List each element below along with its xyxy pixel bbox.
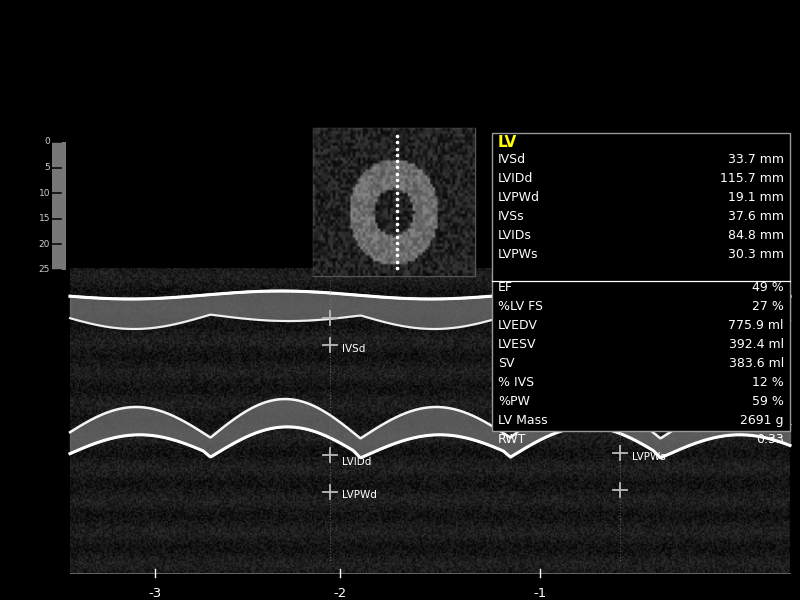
Text: LVIDd: LVIDd [342, 457, 371, 467]
Text: %LV FS: %LV FS [498, 300, 543, 313]
Point [391, 131, 404, 141]
Text: 33.7 mm: 33.7 mm [728, 153, 784, 166]
Text: LVPWs: LVPWs [498, 248, 538, 261]
Point [391, 238, 404, 248]
Text: RWT: RWT [498, 433, 526, 446]
Text: LV: LV [498, 135, 518, 150]
Text: IVSd: IVSd [498, 153, 526, 166]
Text: 15: 15 [38, 214, 50, 223]
Text: IVSd: IVSd [342, 344, 366, 354]
Point [391, 219, 404, 229]
Text: 10: 10 [38, 188, 50, 197]
Text: 5: 5 [44, 163, 50, 172]
Point [391, 194, 404, 203]
Text: 2691 g: 2691 g [741, 414, 784, 427]
Point [391, 175, 404, 185]
Point [391, 263, 404, 273]
Text: LVEDV: LVEDV [498, 319, 538, 332]
Point [391, 206, 404, 216]
Text: LVPWd: LVPWd [342, 490, 377, 500]
Point [391, 157, 404, 166]
Bar [313, 128, 475, 276]
Text: %PW: %PW [498, 395, 530, 408]
Text: 775.9 ml: 775.9 ml [729, 319, 784, 332]
Text: 392.4 ml: 392.4 ml [729, 338, 784, 351]
Text: 59 %: 59 % [752, 395, 784, 408]
Text: LVIDd: LVIDd [498, 172, 534, 185]
Point [391, 144, 404, 154]
Point [391, 163, 404, 172]
Bar [52, 142, 66, 270]
Text: LVESV: LVESV [498, 338, 537, 351]
Text: LVIDs: LVIDs [498, 229, 532, 242]
Point [391, 257, 404, 266]
Text: 115.7 mm: 115.7 mm [720, 172, 784, 185]
Text: 0.33: 0.33 [756, 433, 784, 446]
Text: 383.6 ml: 383.6 ml [729, 357, 784, 370]
Text: 12 %: 12 % [752, 376, 784, 389]
Point [391, 181, 404, 191]
Point [391, 169, 404, 179]
Point [391, 137, 404, 147]
Text: LVIDs: LVIDs [632, 395, 660, 405]
Text: EF: EF [498, 281, 513, 294]
Text: LVPWd: LVPWd [498, 191, 540, 204]
Text: -1: -1 [534, 587, 546, 600]
Bar [70, 268, 790, 573]
Text: IVSs: IVSs [498, 210, 525, 223]
Point [391, 213, 404, 223]
Point [391, 150, 404, 160]
Text: -3: -3 [148, 587, 162, 600]
Text: 27 %: 27 % [752, 300, 784, 313]
Text: 37.6 mm: 37.6 mm [728, 210, 784, 223]
Text: 84.8 mm: 84.8 mm [728, 229, 784, 242]
Point [391, 200, 404, 210]
Bar [492, 133, 790, 431]
Text: SV: SV [498, 357, 514, 370]
Text: 25: 25 [38, 265, 50, 275]
Text: -2: -2 [334, 587, 346, 600]
Text: LV Mass: LV Mass [498, 414, 548, 427]
Point [391, 244, 404, 254]
Text: % IVS: % IVS [498, 376, 534, 389]
Text: 20: 20 [38, 240, 50, 249]
Point [391, 226, 404, 235]
Point [391, 188, 404, 197]
Text: 30.3 mm: 30.3 mm [728, 248, 784, 261]
Text: 19.1 mm: 19.1 mm [728, 191, 784, 204]
Point [391, 232, 404, 241]
Text: LVPWs: LVPWs [632, 452, 666, 462]
Text: 0: 0 [44, 137, 50, 146]
Point [391, 251, 404, 260]
Text: 49 %: 49 % [752, 281, 784, 294]
